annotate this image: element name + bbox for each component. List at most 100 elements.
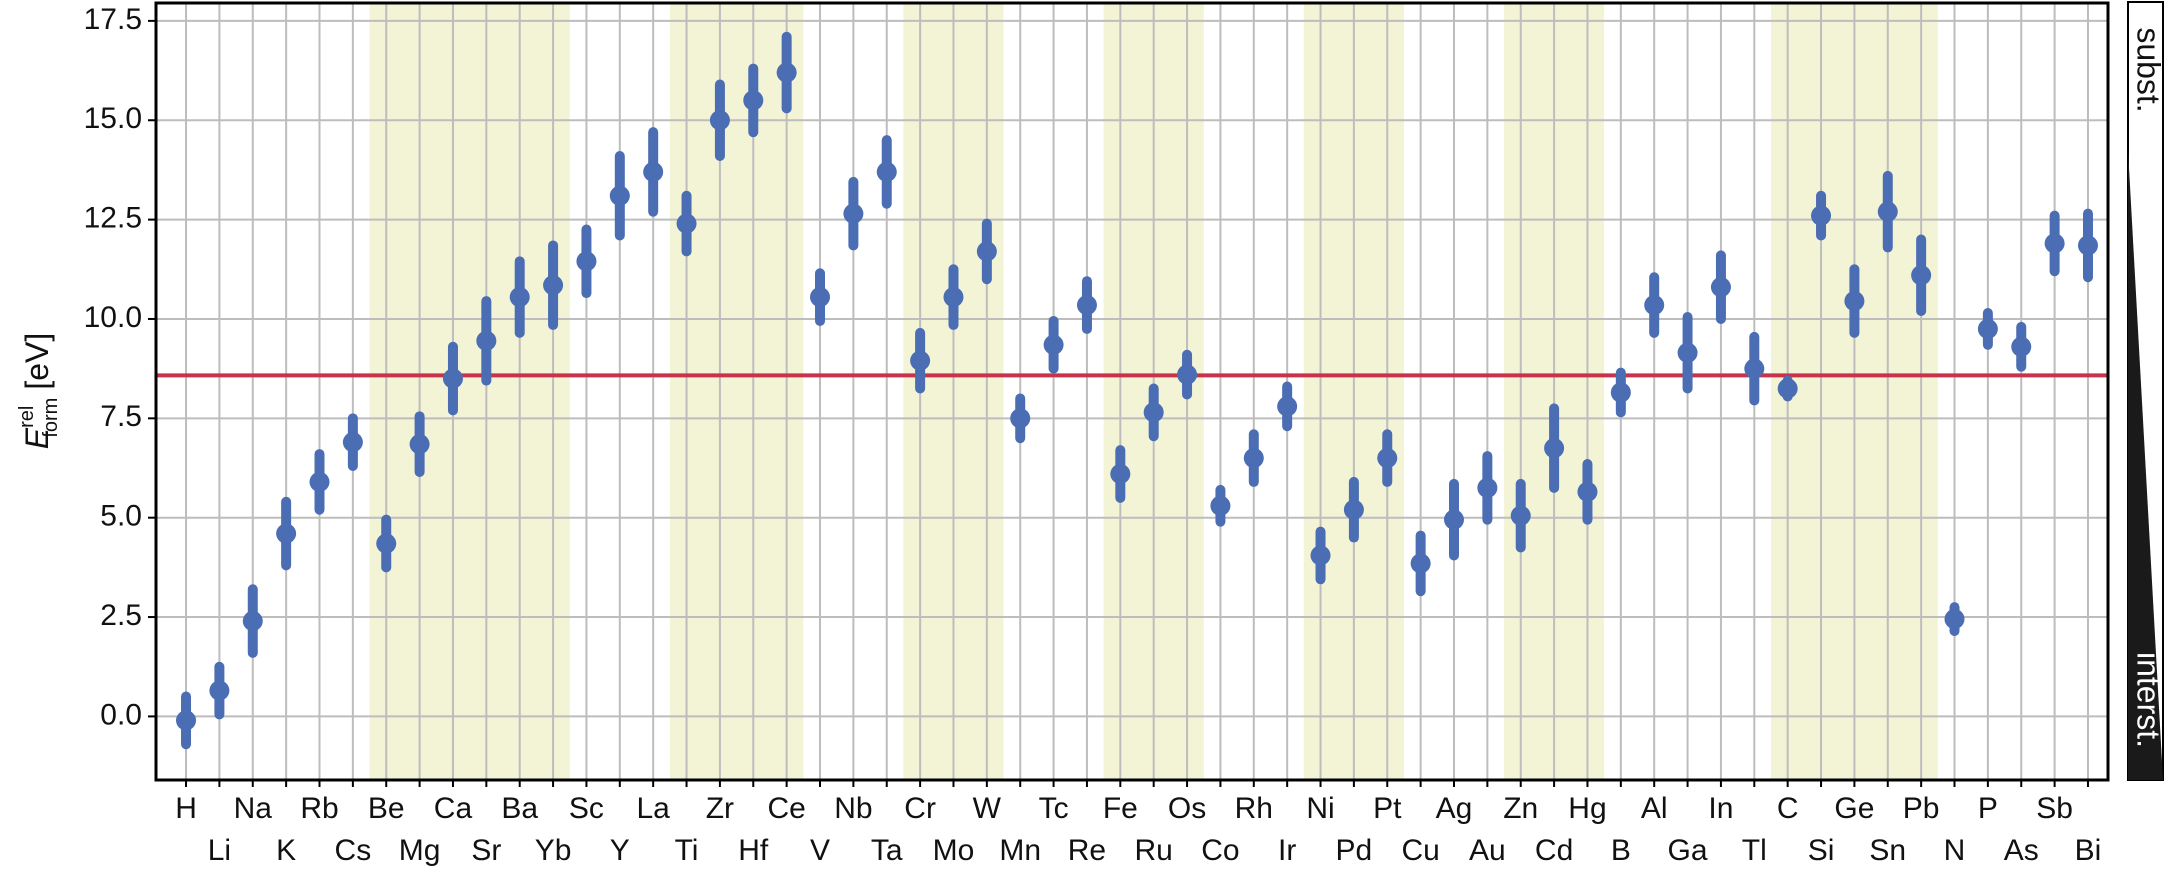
x-tick-label: Ag <box>1436 792 1473 825</box>
point <box>1744 358 1765 379</box>
point <box>1644 295 1665 316</box>
point <box>1443 509 1464 530</box>
point <box>476 330 497 351</box>
point <box>509 287 530 308</box>
x-tick-label: Ge <box>1834 792 1874 825</box>
point <box>242 611 263 632</box>
point <box>910 350 931 371</box>
x-tick-label: N <box>1944 834 1966 867</box>
x-tick-label: Cu <box>1401 834 1439 867</box>
shaded-group <box>369 3 570 780</box>
point <box>1977 318 1998 339</box>
x-tick-label: Tl <box>1742 834 1767 867</box>
x-tick-label: Zr <box>706 792 734 825</box>
y-tick-label: 7.5 <box>100 400 142 433</box>
gradient-wedge <box>2128 150 2163 780</box>
point <box>943 287 964 308</box>
y-label-symbol: E <box>19 427 55 449</box>
point <box>1844 291 1865 312</box>
x-tick-label: Ca <box>434 792 473 825</box>
x-tick-label: In <box>1708 792 1733 825</box>
point <box>1577 481 1598 502</box>
point <box>1877 201 1898 222</box>
x-tick-label: W <box>973 792 1002 825</box>
point <box>1477 477 1498 498</box>
y-label-sub: form <box>40 398 62 438</box>
point <box>376 533 397 554</box>
x-tick-label: Co <box>1201 834 1239 867</box>
x-tick-label: Ni <box>1306 792 1334 825</box>
point <box>309 471 330 492</box>
point <box>1143 402 1164 423</box>
point <box>1510 505 1531 526</box>
point <box>176 710 197 731</box>
point <box>810 287 831 308</box>
x-tick-label: Hg <box>1568 792 1606 825</box>
x-tick-label: Ti <box>675 834 699 867</box>
x-tick-label: Bi <box>2075 834 2102 867</box>
x-tick-label: Rb <box>300 792 338 825</box>
x-tick-label: Sn <box>1869 834 1906 867</box>
point <box>876 161 897 182</box>
point <box>1377 448 1398 469</box>
y-tick-label: 15.0 <box>84 102 142 135</box>
x-tick-label: Sc <box>569 792 604 825</box>
point <box>643 161 664 182</box>
x-tick-label: Sb <box>2036 792 2073 825</box>
x-tick-label: Ga <box>1668 834 1708 867</box>
y-tick-label: 0.0 <box>100 698 142 731</box>
point <box>342 432 363 453</box>
point <box>1310 545 1331 566</box>
point <box>543 275 564 296</box>
point <box>2044 233 2065 254</box>
point <box>2011 336 2032 357</box>
point <box>1610 382 1631 403</box>
x-tick-label: Pt <box>1373 792 1402 825</box>
point <box>1677 342 1698 363</box>
x-tick-label: Pb <box>1903 792 1940 825</box>
point <box>209 680 230 701</box>
x-tick-label: K <box>276 834 296 867</box>
x-tick-label: Mo <box>933 834 975 867</box>
x-tick-label: H <box>175 792 197 825</box>
x-tick-label: Pd <box>1336 834 1373 867</box>
point <box>1110 463 1131 484</box>
point <box>843 203 864 224</box>
x-tick-label: Re <box>1068 834 1106 867</box>
point <box>743 90 764 111</box>
point <box>976 241 997 262</box>
x-tick-label: Au <box>1469 834 1506 867</box>
x-tick-label: V <box>810 834 830 867</box>
x-tick-label: Mg <box>399 834 441 867</box>
shaded-group <box>669 3 804 780</box>
point <box>1710 277 1731 298</box>
x-tick-label: Zn <box>1503 792 1538 825</box>
x-tick-label: Cr <box>904 792 936 825</box>
x-tick-label: Os <box>1168 792 1206 825</box>
x-tick-label: Sr <box>471 834 501 867</box>
x-tick-label: C <box>1777 792 1799 825</box>
point <box>1911 265 1932 286</box>
x-tick-label: Tc <box>1039 792 1069 825</box>
point <box>776 62 797 83</box>
point <box>1177 364 1198 385</box>
gradient-bottom-label: interst. <box>2131 652 2165 748</box>
point <box>709 110 730 131</box>
x-tick-label: Ba <box>501 792 538 825</box>
point <box>1343 499 1364 520</box>
x-tick-label: Cd <box>1535 834 1573 867</box>
gradient-bar: subst. interst. <box>2127 1 2165 781</box>
point <box>2077 235 2098 256</box>
point <box>1277 396 1298 417</box>
x-tick-label: Mn <box>999 834 1041 867</box>
point <box>1043 334 1064 355</box>
point <box>1076 295 1097 316</box>
point <box>1210 495 1231 516</box>
point <box>1410 553 1431 574</box>
x-tick-label: B <box>1611 834 1631 867</box>
x-tick-label: Be <box>368 792 405 825</box>
y-label-unit: [eV] <box>19 333 55 390</box>
x-tick-label: Rh <box>1235 792 1273 825</box>
